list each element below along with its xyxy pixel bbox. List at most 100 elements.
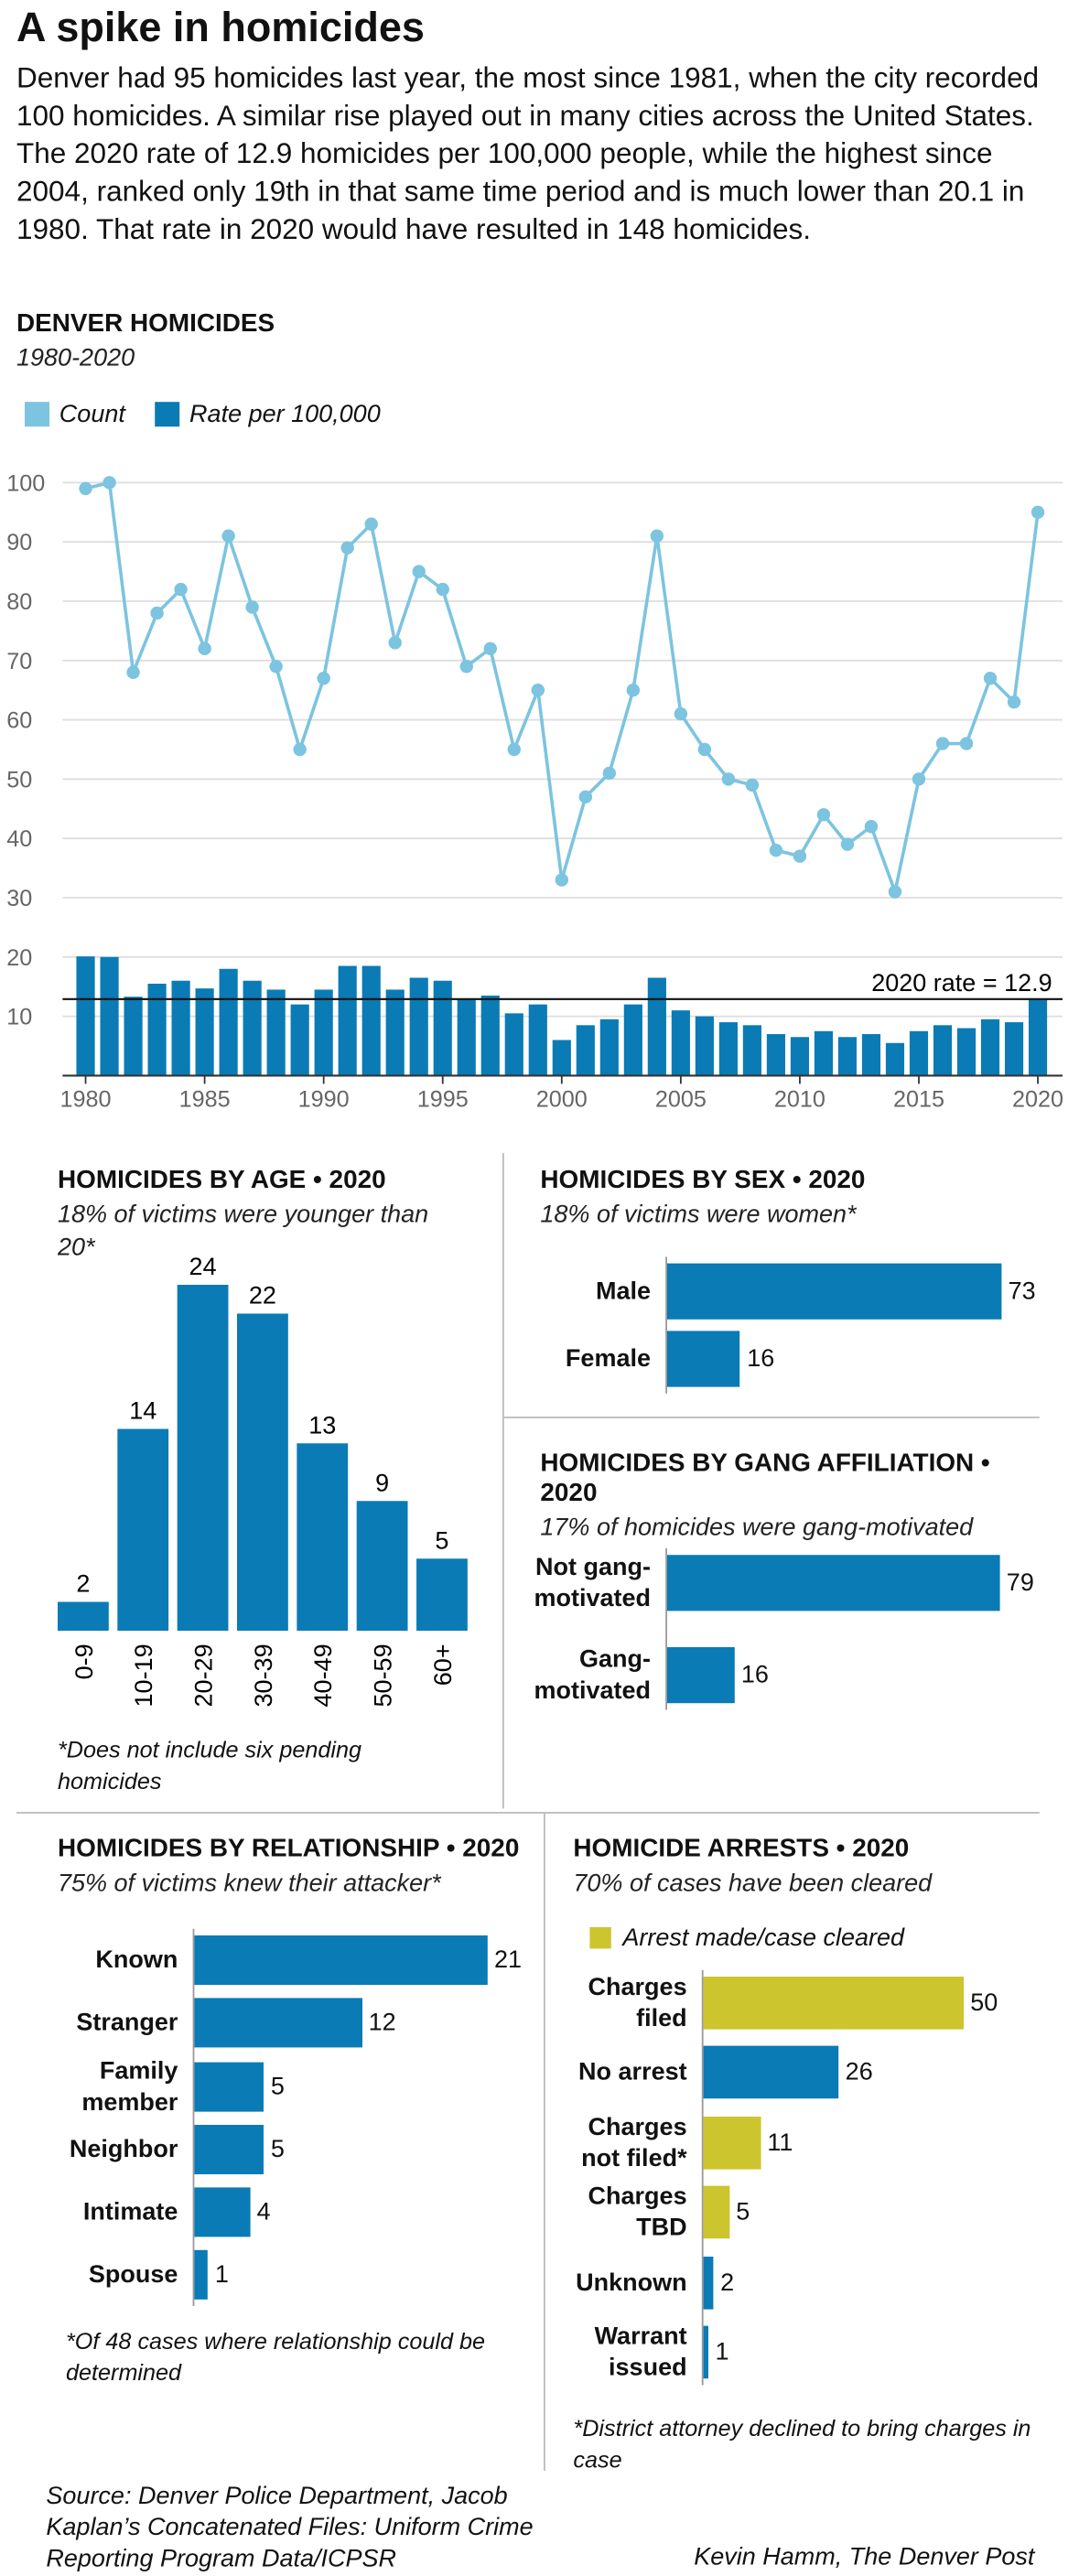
count-point: [150, 606, 164, 620]
x-tick-label: 1995: [417, 1087, 469, 1113]
page-title: A spike in homicides: [16, 5, 425, 51]
legend-swatch: [25, 402, 49, 427]
x-tick-label: 2005: [655, 1087, 707, 1113]
bar: [1004, 1022, 1024, 1076]
bar: [667, 1647, 735, 1704]
bar: [552, 1040, 571, 1076]
bar: [504, 1013, 523, 1076]
legend: Count Rate per 100,000: [25, 400, 381, 428]
value-label: 13: [308, 1411, 336, 1439]
count-point: [103, 476, 116, 490]
count-point: [364, 517, 378, 531]
bar: [742, 1025, 761, 1076]
y-tick-label: 10: [6, 1005, 32, 1030]
count-point: [793, 849, 807, 863]
count-point: [269, 660, 283, 674]
x-tick-label: 2000: [536, 1087, 588, 1113]
bar: [528, 1004, 547, 1076]
bar: [237, 1313, 288, 1631]
count-point: [935, 737, 950, 750]
bar: [194, 2249, 209, 2300]
count-point: [697, 742, 712, 757]
chart-subtitle: 70% of cases have been cleared: [573, 1870, 933, 1898]
count-point: [388, 636, 402, 650]
value-label: 2: [76, 1570, 90, 1598]
value-label: 2: [720, 2269, 735, 2298]
count-point: [1007, 695, 1021, 709]
bar: [703, 1977, 964, 2030]
bar: [647, 977, 666, 1076]
x-tick-label: 1980: [60, 1087, 112, 1113]
count-line: [85, 480, 1040, 899]
reference-label: 2020 rate = 12.9: [871, 969, 1052, 997]
x-tick-label: 40-49: [309, 1644, 337, 1707]
y-tick-label: 70: [6, 649, 32, 674]
x-tick-label: 2020: [1012, 1087, 1063, 1113]
count-point: [578, 790, 593, 804]
divider: [544, 1812, 545, 2471]
bar: [703, 2325, 709, 2379]
bar: [416, 1558, 468, 1631]
value-label: 16: [740, 1661, 769, 1689]
legend-item: Arrest made/case cleared: [589, 1924, 904, 1952]
value-label: 1: [214, 2260, 229, 2290]
count-point: [79, 481, 92, 496]
chart-header: HOMICIDES BY GANG AFFILIATION • 2020 17% …: [540, 1450, 1034, 1545]
count-point: [412, 565, 426, 578]
x-tick-label: 50-59: [370, 1644, 397, 1707]
bar: [667, 1263, 1002, 1320]
bar: [219, 968, 238, 1076]
value-label: 16: [747, 1344, 775, 1374]
axis-line: [665, 1256, 667, 1394]
credit: Kevin Hamm, The Denver Post: [694, 2543, 1035, 2571]
bar: [194, 1998, 362, 2048]
x-tick-label: 0-9: [70, 1644, 98, 1679]
legend-label: Rate per 100,000: [189, 400, 381, 428]
count-point: [674, 706, 688, 721]
value-label: 1: [715, 2338, 729, 2366]
chart-subtitle: 18% of victims were women*: [540, 1201, 857, 1229]
count-point: [198, 641, 211, 656]
category-label: Unknown: [576, 2269, 687, 2298]
bar: [194, 2125, 264, 2174]
count-point: [650, 529, 664, 543]
legend-item: Rate per 100,000: [155, 400, 381, 428]
bar: [409, 977, 428, 1076]
chart-header: HOMICIDES BY AGE • 2020 18% of victims we…: [58, 1166, 469, 1265]
count-point: [340, 541, 354, 555]
bar: [194, 2062, 264, 2112]
count-point: [555, 873, 568, 887]
value-label: 5: [270, 2073, 285, 2101]
value-label: 12: [368, 2009, 396, 2037]
bar: [933, 1025, 953, 1076]
age-chart: 2 0-9 14 10-19 24 20-29 22 30-39 13 40-49 9 50-59 5 6…: [58, 1253, 468, 1707]
bar: [766, 1034, 785, 1076]
bar: [623, 1004, 642, 1076]
y-tick-label: 80: [6, 589, 32, 615]
bar: [667, 1331, 741, 1387]
bar: [385, 989, 405, 1076]
x-tick-label: 10-19: [130, 1644, 157, 1707]
bar: [194, 1935, 488, 1985]
bar: [194, 2187, 251, 2237]
bar: [290, 1004, 309, 1076]
chart-subtitle: 1980-2020: [16, 344, 135, 372]
count-point: [888, 885, 902, 899]
chart-subtitle: 18% of victims were younger than 20*: [58, 1201, 429, 1262]
legend-swatch: [155, 402, 180, 427]
value-label: 11: [767, 2129, 793, 2158]
bar: [361, 965, 381, 1076]
count-point: [816, 808, 831, 822]
category-label: Gang-motivated: [534, 1645, 651, 1705]
y-tick-label: 40: [6, 826, 32, 852]
bar: [695, 1016, 714, 1076]
category-label: Stranger: [76, 2009, 178, 2037]
bar: [457, 998, 476, 1076]
count-point: [483, 641, 497, 656]
bar: [195, 988, 214, 1076]
count-point: [245, 600, 259, 614]
count-point: [531, 684, 545, 697]
x-tick-label: 1985: [179, 1087, 231, 1113]
count-point: [602, 766, 617, 781]
